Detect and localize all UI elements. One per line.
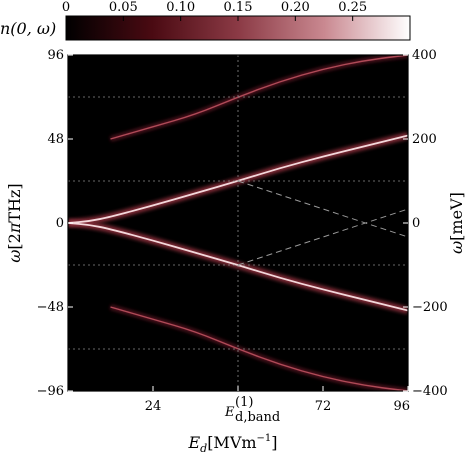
x-tick-label: 24 <box>145 399 162 414</box>
y-right-tick-label: −200 <box>412 300 448 315</box>
x-axis-label: Ed[MVm−1] <box>187 433 277 455</box>
y-left-axis-label: ω[2πTHz] <box>5 183 24 262</box>
y-right-tick-label: 400 <box>412 48 437 63</box>
colorbar-tick-labels: 0 0.05 0.10 0.15 0.20 0.25 <box>62 0 367 15</box>
band-line <box>68 134 408 224</box>
x-tick-label: 72 <box>315 399 332 414</box>
y-right-tick-label: −400 <box>412 384 448 399</box>
y-left-tick-label: −48 <box>37 300 64 315</box>
y-right-tick-label: 0 <box>412 216 420 231</box>
y-left-tick-label: 48 <box>47 132 64 147</box>
band-line <box>110 306 408 391</box>
x-tick-label-subscript: d,band <box>235 410 280 425</box>
y-right-axis-ticks: 400 200 0 −200 −400 <box>403 48 448 399</box>
y-left-tick-label: 0 <box>56 216 64 231</box>
colorbar-tick-label: 0.20 <box>281 0 310 15</box>
colorbar-tick-label: 0.25 <box>338 0 367 15</box>
y-left-axis-ticks: 96 48 0 −48 −96 <box>37 48 73 399</box>
y-left-tick-label: 96 <box>47 48 64 63</box>
band-line <box>110 55 408 140</box>
x-tick-label-superscript: (1) <box>235 395 253 410</box>
y-right-tick-label: 200 <box>412 132 437 147</box>
colorbar-tick-label: 0.15 <box>224 0 253 15</box>
colorbar-tick-label: 0 <box>62 0 70 15</box>
y-right-axis-label: ω[meV] <box>447 192 466 254</box>
colorbar-ticks <box>65 16 354 21</box>
band-core-layer <box>68 55 408 391</box>
band-line <box>68 222 408 312</box>
x-tick-label: E <box>224 405 235 420</box>
y-left-tick-label: −96 <box>37 384 64 399</box>
colorbar-tick-label: 0.10 <box>166 0 195 15</box>
colorbar-tick-label: 0.05 <box>109 0 138 15</box>
colorbar-label: n(0, ω) <box>0 19 56 38</box>
x-tick-label: 96 <box>393 399 410 414</box>
